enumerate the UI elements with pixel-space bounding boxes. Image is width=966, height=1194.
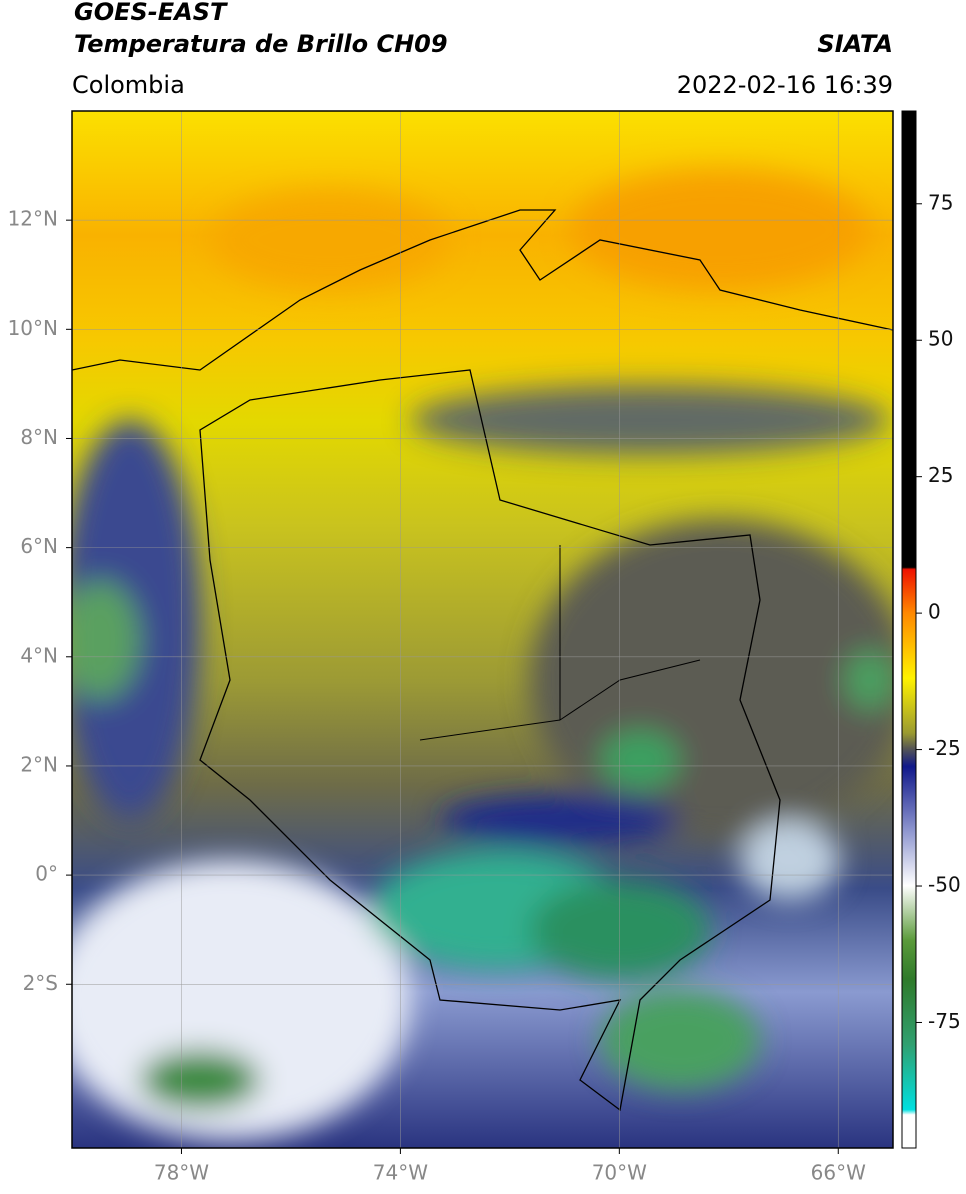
source: SIATA [817,30,893,58]
y-tick-label: 10°N [8,316,58,340]
title: GOES-EAST [74,0,228,26]
imagery [72,111,893,1148]
colorbar-tick-label: 0 [928,600,941,624]
colorbar-tick-label: -75 [928,1009,961,1033]
colorbar-tick-label: -50 [928,873,961,897]
y-tick-label: 2°N [20,752,58,776]
subtitle: Temperatura de Brillo CH09 [74,30,448,58]
colorbar-tick-label: 50 [928,327,953,351]
grid [72,111,893,1148]
y-tick-label: 6°N [20,534,58,558]
y-tick-label: 12°N [8,207,58,231]
x-tick-label: 74°W [373,1161,428,1185]
colorbar-tick-label: 75 [928,190,953,214]
y-tick-label: 0° [35,862,58,886]
y-tick-label: 2°S [23,971,58,995]
y-tick-label: 4°N [20,643,58,667]
x-tick-label: 70°W [592,1161,647,1185]
colorbar [901,110,917,1149]
map-frame [71,110,894,1149]
datetime: 2022-02-16 16:39 [677,71,893,99]
x-tick-label: 66°W [811,1161,866,1185]
y-tick-label: 8°N [20,425,58,449]
region: Colombia [72,71,185,99]
x-tick-label: 78°W [154,1161,209,1185]
colorbar-tick-label: -25 [928,736,961,760]
colorbar-tick-label: 25 [928,463,953,487]
